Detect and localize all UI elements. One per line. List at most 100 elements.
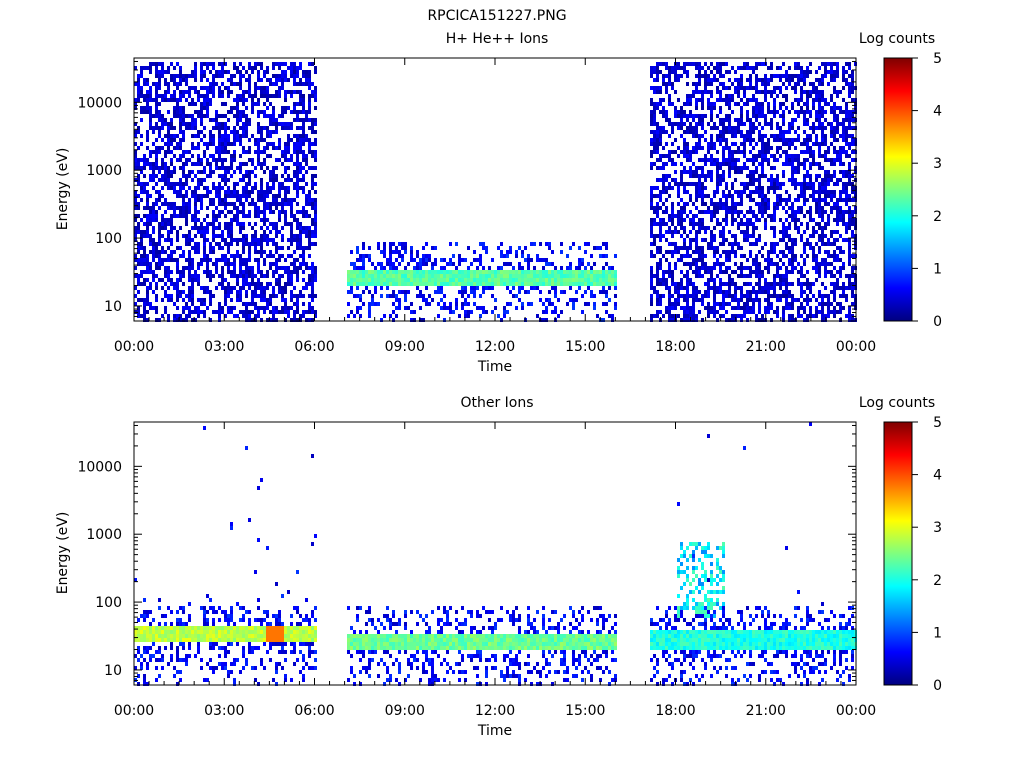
heat-cell (308, 230, 311, 234)
heat-cell (680, 226, 683, 230)
heat-cell (149, 166, 152, 170)
heat-cell (299, 82, 302, 86)
heat-cell (308, 226, 311, 230)
heat-cell (440, 286, 443, 290)
heat-cell (254, 166, 257, 170)
heat-cell (257, 262, 260, 266)
heat-cell (518, 290, 521, 294)
heat-cell (812, 82, 815, 86)
heat-cell (773, 134, 776, 138)
heat-cell (182, 290, 185, 294)
heat-cell (710, 306, 713, 310)
heat-cell (728, 250, 731, 254)
heat-cell (734, 250, 737, 254)
heat-cell (185, 218, 188, 222)
heat-cell (188, 74, 191, 78)
heat-cell (815, 94, 818, 98)
heat-cell (719, 198, 722, 202)
heat-cell (425, 282, 428, 286)
heat-cell (308, 106, 311, 110)
heat-cell (239, 310, 242, 314)
heat-cell (269, 142, 272, 146)
heat-cell (287, 166, 290, 170)
heat-cell (224, 174, 227, 178)
heat-cell (497, 246, 500, 250)
heat-cell (695, 190, 698, 194)
heat-cell (656, 302, 659, 306)
heat-cell (656, 246, 659, 250)
heat-cell (140, 166, 143, 170)
heat-cell (665, 286, 668, 290)
heat-cell (806, 302, 809, 306)
heat-cell (260, 246, 263, 250)
heat-cell (743, 190, 746, 194)
heat-cell (695, 142, 698, 146)
heat-cell (800, 294, 803, 298)
heat-cell (167, 222, 170, 226)
heat-cell (233, 62, 236, 66)
heat-cell (410, 318, 413, 322)
heat-cell (299, 98, 302, 102)
heat-cell (692, 226, 695, 230)
heat-cell (446, 282, 449, 286)
heat-cell (221, 90, 224, 94)
heat-cell (224, 222, 227, 226)
heat-cell (254, 86, 257, 90)
heat-cell (212, 238, 215, 242)
heat-cell (797, 162, 800, 166)
heat-cell (365, 270, 368, 274)
heat-cell (179, 114, 182, 118)
heat-cell (212, 154, 215, 158)
heat-cell (146, 98, 149, 102)
heat-cell (695, 270, 698, 274)
heat-cell (779, 66, 782, 70)
heat-cell (701, 318, 704, 322)
heat-cell (203, 238, 206, 242)
heat-cell (158, 94, 161, 98)
heat-cell (212, 62, 215, 66)
heat-cell (722, 206, 725, 210)
heat-cell (734, 86, 737, 90)
heat-cell (239, 162, 242, 166)
heat-cell (518, 282, 521, 286)
heat-cell (425, 270, 428, 274)
heat-cell (707, 306, 710, 310)
heat-cell (713, 214, 716, 218)
heat-cell (683, 190, 686, 194)
heat-cell (653, 222, 656, 226)
heat-cell (743, 306, 746, 310)
heat-cell (650, 162, 653, 166)
heat-cell (746, 210, 749, 214)
heat-cell (797, 270, 800, 274)
heat-cell (782, 278, 785, 282)
heat-cell (212, 226, 215, 230)
heat-cell (170, 222, 173, 226)
heat-cell (650, 70, 653, 74)
heat-cell (680, 174, 683, 178)
heat-cell (134, 206, 137, 210)
heat-cell (245, 270, 248, 274)
heat-cell (260, 270, 263, 274)
heat-cell (284, 218, 287, 222)
heat-cell (230, 174, 233, 178)
heat-cell (704, 294, 707, 298)
heat-cell (221, 230, 224, 234)
heat-cell (278, 230, 281, 234)
heat-cell (176, 214, 179, 218)
heat-cell (602, 278, 605, 282)
heat-cell (314, 214, 317, 218)
heat-cell (248, 242, 251, 246)
heat-cell (707, 266, 710, 270)
heat-cell (284, 202, 287, 206)
heat-cell (395, 246, 398, 250)
heat-cell (206, 306, 209, 310)
heat-cell (701, 74, 704, 78)
heat-cell (203, 270, 206, 274)
heat-cell (809, 234, 812, 238)
heat-cell (269, 254, 272, 258)
heat-cell (773, 274, 776, 278)
heat-cell (683, 142, 686, 146)
heat-cell (161, 162, 164, 166)
heat-cell (299, 314, 302, 318)
heat-cell (197, 154, 200, 158)
